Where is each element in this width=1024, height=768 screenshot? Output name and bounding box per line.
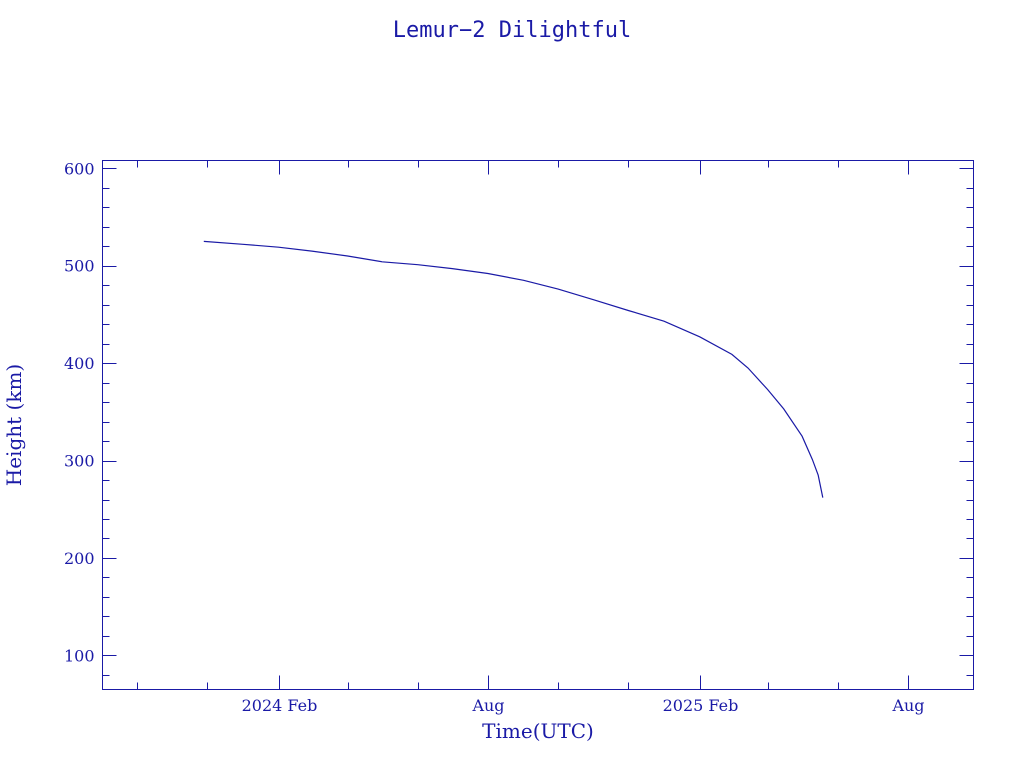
y-tick-label: 400	[64, 354, 95, 373]
y-tick-labels: 100 200 300 400 500 600	[64, 159, 95, 665]
x-tick-label: 2024 Feb	[242, 696, 318, 715]
x-axis-label: Time(UTC)	[482, 719, 594, 743]
y-tick-label: 300	[64, 452, 95, 471]
chart-title: Lemur−2 Dilightful	[393, 18, 631, 43]
x-tick-label: 2025 Feb	[663, 696, 739, 715]
y-tick-label: 100	[64, 646, 95, 665]
x-tick-labels: 2024 Feb Aug 2025 Feb Aug	[242, 696, 925, 715]
y-tick-label: 600	[64, 159, 95, 178]
height-series-line	[204, 241, 823, 497]
axis-ticks	[103, 161, 974, 690]
y-axis-label: Height (km)	[2, 364, 26, 486]
x-tick-label: Aug	[471, 696, 504, 715]
y-tick-label: 200	[64, 549, 95, 568]
y-tick-label: 500	[64, 257, 95, 276]
plot-frame	[103, 161, 974, 690]
x-tick-label: Aug	[891, 696, 924, 715]
